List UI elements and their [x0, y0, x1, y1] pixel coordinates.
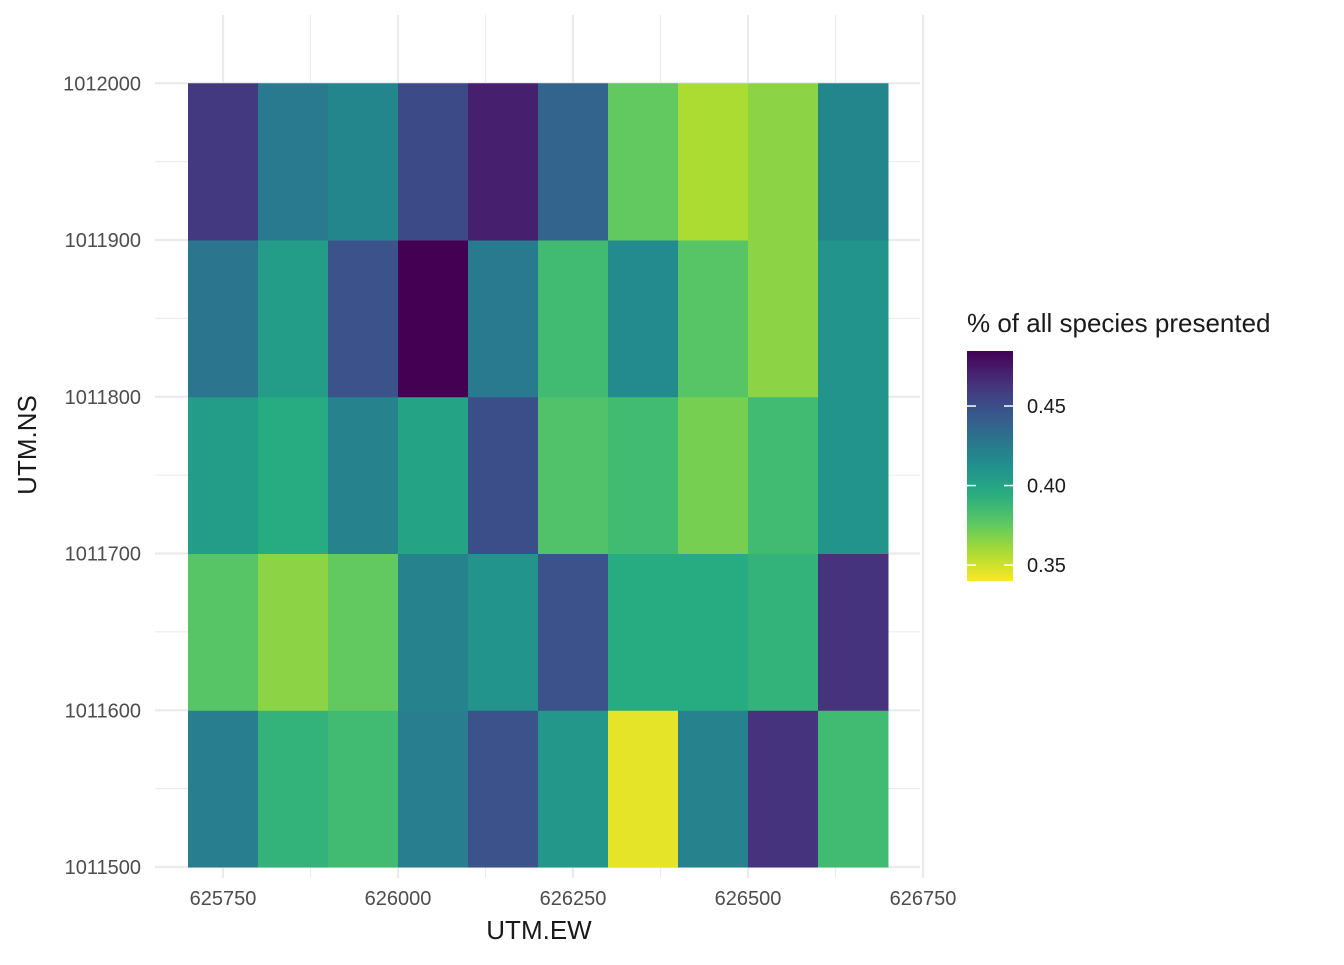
- y-tick-label: 1011500: [65, 857, 141, 879]
- heatmap-cell: [468, 553, 539, 711]
- heatmap-cell: [398, 710, 469, 868]
- legend-colorbar: [967, 351, 1013, 581]
- heatmap-cell: [678, 553, 749, 711]
- x-tick-label: 626000: [365, 888, 432, 910]
- heatmap-cell: [468, 710, 539, 868]
- heatmap-cell: [818, 396, 889, 554]
- heatmap-cell: [328, 396, 399, 554]
- heatmap-cell: [468, 396, 539, 554]
- x-axis-ticks: 625750 626000 626250 626500 626750: [190, 888, 957, 910]
- heatmap-cells: [188, 83, 889, 868]
- heatmap-cell: [748, 710, 819, 868]
- y-axis-title: UTM.NS: [12, 395, 42, 495]
- heatmap-cell: [818, 553, 889, 711]
- heatmap-cell: [398, 240, 469, 398]
- heatmap-cell: [258, 710, 329, 868]
- heatmap-cell: [258, 553, 329, 711]
- heatmap-cell: [468, 83, 539, 241]
- heatmap-cell: [678, 240, 749, 398]
- heatmap-cell: [468, 240, 539, 398]
- legend-title: % of all species presented: [967, 308, 1271, 338]
- y-tick-label: 1011600: [65, 700, 141, 722]
- heatmap-cell: [258, 396, 329, 554]
- heatmap-cell: [608, 396, 679, 554]
- y-tick-label: 1011900: [65, 230, 141, 252]
- heatmap-cell: [328, 83, 399, 241]
- legend-tick-label: 0.40: [1027, 476, 1066, 498]
- heatmap-cell: [258, 240, 329, 398]
- heatmap-cell: [328, 240, 399, 398]
- heatmap-cell: [818, 710, 889, 868]
- y-axis-ticks: 1011500 1011600 1011700 1011800 1011900 10120…: [63, 73, 141, 879]
- heatmap-cell: [608, 710, 679, 868]
- y-tick-label: 1011700: [65, 544, 141, 566]
- x-tick-label: 626750: [890, 888, 957, 910]
- legend-tick-label: 0.45: [1027, 396, 1066, 418]
- color-legend: % of all species presented 0.35 0.40 0.45: [967, 308, 1271, 581]
- heatmap-cell: [678, 710, 749, 868]
- x-tick-label: 625750: [190, 888, 257, 910]
- legend-tick-label: 0.35: [1027, 555, 1066, 577]
- heatmap-cell: [818, 240, 889, 398]
- heatmap-cell: [678, 83, 749, 241]
- heatmap-cell: [538, 83, 609, 241]
- legend-ticks: 0.35 0.40 0.45: [967, 396, 1066, 577]
- x-tick-label: 626250: [540, 888, 607, 910]
- y-tick-label: 1011800: [65, 387, 141, 409]
- heatmap-cell: [748, 396, 819, 554]
- heatmap-cell: [398, 396, 469, 554]
- heatmap-cell: [538, 396, 609, 554]
- heatmap-cell: [748, 553, 819, 711]
- heatmap-cell: [188, 710, 259, 868]
- heatmap-cell: [328, 710, 399, 868]
- x-axis-title: UTM.EW: [486, 915, 592, 945]
- heatmap-cell: [538, 240, 609, 398]
- heatmap-cell: [608, 83, 679, 241]
- heatmap-cell: [188, 83, 259, 241]
- x-tick-label: 626500: [715, 888, 782, 910]
- heatmap-cell: [538, 553, 609, 711]
- heatmap-cell: [328, 553, 399, 711]
- heatmap-cell: [608, 240, 679, 398]
- y-tick-label: 1012000: [63, 73, 141, 95]
- heatmap-cell: [398, 553, 469, 711]
- heatmap-cell: [748, 83, 819, 241]
- heatmap-cell: [538, 710, 609, 868]
- heatmap-cell: [818, 83, 889, 241]
- heatmap-cell: [398, 83, 469, 241]
- heatmap-cell: [748, 240, 819, 398]
- heatmap-cell: [188, 553, 259, 711]
- heatmap-cell: [678, 396, 749, 554]
- heatmap-cell: [258, 83, 329, 241]
- heatmap-cell: [188, 240, 259, 398]
- heatmap-cell: [608, 553, 679, 711]
- heatmap-cell: [188, 396, 259, 554]
